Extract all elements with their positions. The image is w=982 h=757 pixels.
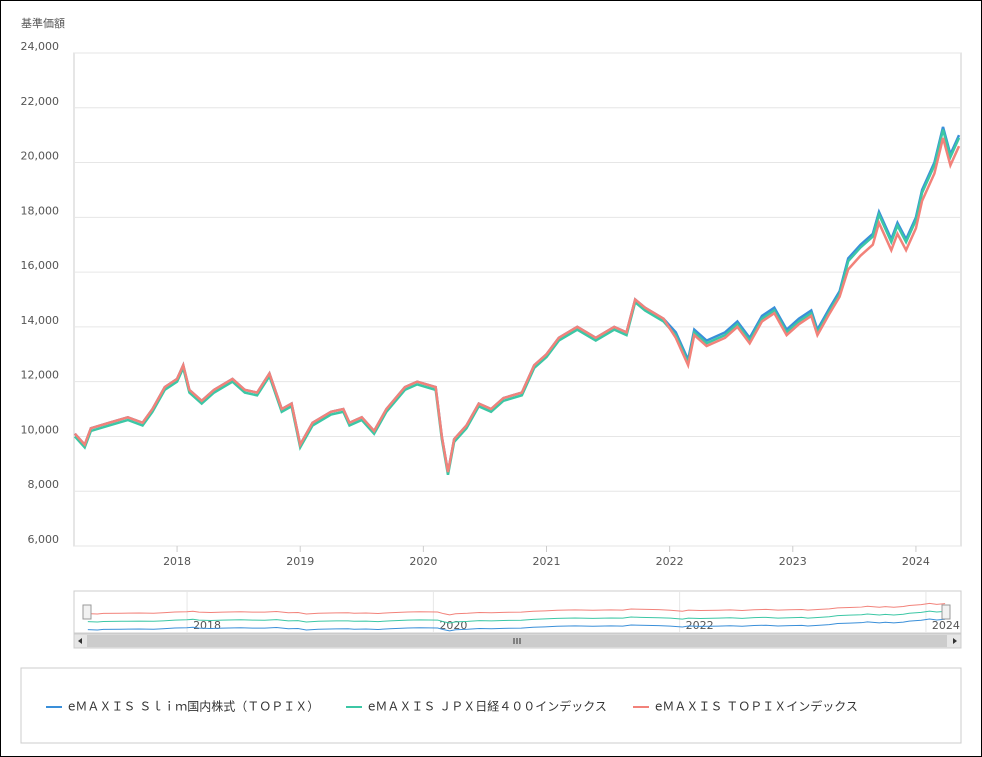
navigator-tick-label: 2022 <box>686 619 714 632</box>
navigator-handle[interactable] <box>941 604 951 620</box>
y-tick-label: 8,000 <box>28 478 60 491</box>
y-tick-label: 16,000 <box>21 259 60 272</box>
x-tick-label: 2020 <box>409 555 437 568</box>
y-axis-label: 基準価額 <box>21 16 65 30</box>
series-line <box>73 129 961 476</box>
series-line <box>73 126 961 473</box>
navigator-line <box>87 610 946 624</box>
y-tick-label: 18,000 <box>21 204 60 217</box>
y-tick-label: 6,000 <box>28 533 60 546</box>
y-tick-label: 12,000 <box>21 369 60 382</box>
legend-text: eＭＡＸＩＳ ＴＯＰＩＸインデックス <box>655 699 858 714</box>
y-tick-label: 10,000 <box>21 423 60 436</box>
x-tick-label: 2018 <box>163 555 191 568</box>
y-tick-label: 24,000 <box>21 40 60 53</box>
x-tick-label: 2023 <box>779 555 807 568</box>
series-line <box>73 137 961 473</box>
navigator-handle[interactable] <box>82 604 92 620</box>
plot-frame <box>73 52 962 547</box>
navigator-tick-label: 2018 <box>193 619 221 632</box>
navigator-line <box>87 618 946 632</box>
legend-text: eＭＡＸＩＳ Ｓｌｉｍ国内株式（ＴＯＰＩＸ） <box>68 699 319 714</box>
x-tick-label: 2022 <box>656 555 684 568</box>
y-tick-label: 22,000 <box>21 95 60 108</box>
x-tick-label: 2021 <box>533 555 561 568</box>
y-tick-label: 20,000 <box>21 150 60 163</box>
navigator-tick-label: 2024 <box>932 619 960 632</box>
x-tick-label: 2019 <box>286 555 314 568</box>
legend-text: eＭＡＸＩＳ ＪＰＸ日経４００インデックス <box>368 699 607 714</box>
y-tick-label: 14,000 <box>21 314 60 327</box>
scroll-grip <box>513 638 521 644</box>
legend-box <box>20 667 962 744</box>
navigator-line <box>87 602 946 616</box>
x-tick-label: 2024 <box>902 555 930 568</box>
